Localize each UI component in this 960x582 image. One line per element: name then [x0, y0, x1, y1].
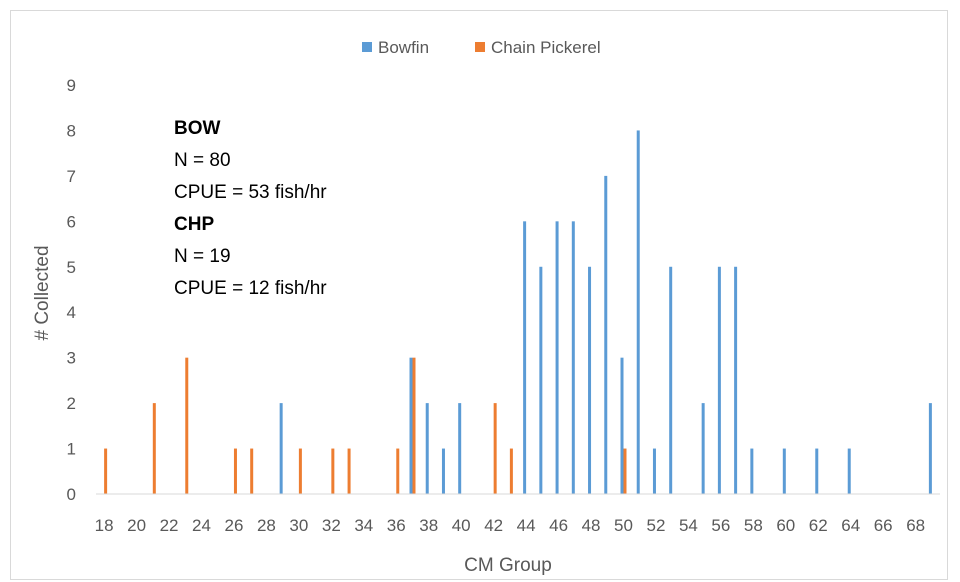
- x-tick-label: 48: [582, 516, 601, 535]
- legend-swatch-chain-pickerel: [475, 42, 485, 52]
- legend: Bowfin Chain Pickerel: [362, 38, 601, 57]
- y-tick-label: 0: [67, 485, 76, 504]
- legend-label-bowfin: Bowfin: [378, 38, 429, 57]
- bar-bowfin: [555, 221, 559, 495]
- bar-chain-pickerel: [509, 448, 513, 494]
- x-tick-label: 56: [711, 516, 730, 535]
- bar-chain-pickerel: [185, 357, 189, 494]
- bar-chain-pickerel: [250, 448, 254, 494]
- legend-swatch-bowfin: [362, 42, 372, 52]
- bar-chain-pickerel: [298, 448, 302, 494]
- y-tick-label: 8: [67, 121, 76, 140]
- x-tick-label: 18: [95, 516, 114, 535]
- annotation-box: BOW N = 80 CPUE = 53 fish/hr CHP N = 19 …: [174, 118, 327, 299]
- annotation-line-6: CPUE = 12 fish/hr: [174, 278, 327, 299]
- annotation-line-5: N = 19: [174, 246, 231, 267]
- y-tick-label: 7: [67, 167, 76, 186]
- y-tick-label: 5: [67, 258, 76, 277]
- bar-bowfin: [734, 266, 738, 494]
- bar-bowfin: [279, 403, 283, 494]
- x-tick-label: 50: [614, 516, 633, 535]
- x-tick-label: 60: [776, 516, 795, 535]
- bar-bowfin: [652, 448, 656, 494]
- y-tick-labels: 0 1 2 3 4 5 6 7 8 9: [67, 76, 76, 504]
- bar-bowfin: [523, 221, 527, 495]
- bar-bowfin: [750, 448, 754, 494]
- x-tick-label: 22: [160, 516, 179, 535]
- bar-chain-pickerel: [104, 448, 108, 494]
- bar-bowfin: [571, 221, 575, 495]
- bar-bowfin: [815, 448, 819, 494]
- bar-bowfin: [604, 175, 608, 494]
- bar-bowfin: [441, 448, 445, 494]
- bar-chain-pickerel: [623, 448, 627, 494]
- annotation-line-2: N = 80: [174, 150, 231, 171]
- x-tick-label: 66: [874, 516, 893, 535]
- bar-bowfin: [620, 357, 624, 494]
- bar-bowfin: [701, 403, 705, 494]
- y-tick-label: 2: [67, 394, 76, 413]
- bar-bowfin: [636, 130, 640, 494]
- x-tick-label: 62: [809, 516, 828, 535]
- x-tick-label: 52: [647, 516, 666, 535]
- x-tick-label: 58: [744, 516, 763, 535]
- bar-chain-pickerel: [493, 403, 497, 494]
- y-tick-label: 6: [67, 212, 76, 231]
- x-tick-label: 24: [192, 516, 211, 535]
- bar-bowfin: [847, 448, 851, 494]
- x-tick-label: 64: [841, 516, 860, 535]
- bar-bowfin: [425, 403, 429, 494]
- x-tick-label: 68: [906, 516, 925, 535]
- x-tick-labels: 18 20 22 24 26 28 30 32 34 36 38 40 42 44 46 48 50 52 54 56…: [95, 516, 925, 535]
- x-tick-label: 30: [289, 516, 308, 535]
- y-tick-label: 1: [67, 440, 76, 459]
- y-tick-label: 3: [67, 349, 76, 368]
- bars: [104, 130, 932, 495]
- x-tick-label: 38: [419, 516, 438, 535]
- x-tick-label: 26: [225, 516, 244, 535]
- bar-bowfin: [458, 403, 462, 494]
- bar-chain-pickerel: [396, 448, 400, 494]
- bar-bowfin: [782, 448, 786, 494]
- x-tick-label: 46: [549, 516, 568, 535]
- annotation-line-4: CHP: [174, 214, 214, 235]
- x-tick-label: 34: [354, 516, 373, 535]
- bar-bowfin: [669, 266, 673, 494]
- x-tick-label: 28: [257, 516, 276, 535]
- x-tick-label: 44: [517, 516, 536, 535]
- x-tick-label: 42: [484, 516, 503, 535]
- bar-bowfin: [409, 357, 413, 494]
- x-tick-label: 32: [322, 516, 341, 535]
- x-tick-label: 54: [679, 516, 698, 535]
- y-tick-label: 9: [67, 76, 76, 95]
- annotation-line-3: CPUE = 53 fish/hr: [174, 182, 327, 203]
- x-tick-label: 20: [127, 516, 146, 535]
- y-tick-label: 4: [67, 303, 76, 322]
- annotation-line-1: BOW: [174, 118, 221, 139]
- chart-frame: [10, 10, 948, 580]
- legend-label-chain-pickerel: Chain Pickerel: [491, 38, 601, 57]
- bar-chain-pickerel: [233, 448, 237, 494]
- y-axis-title: # Collected: [32, 245, 53, 340]
- x-tick-label: 36: [387, 516, 406, 535]
- bar-bowfin: [717, 266, 721, 494]
- bar-chain-pickerel: [331, 448, 335, 494]
- bar-chain-pickerel: [347, 448, 351, 494]
- bar-chain-pickerel: [152, 403, 156, 494]
- bar-chain-pickerel: [412, 357, 416, 494]
- bar-bowfin: [588, 266, 592, 494]
- bar-bowfin: [928, 403, 932, 494]
- bar-bowfin: [539, 266, 543, 494]
- x-axis-title: CM Group: [464, 555, 552, 576]
- x-tick-label: 40: [452, 516, 471, 535]
